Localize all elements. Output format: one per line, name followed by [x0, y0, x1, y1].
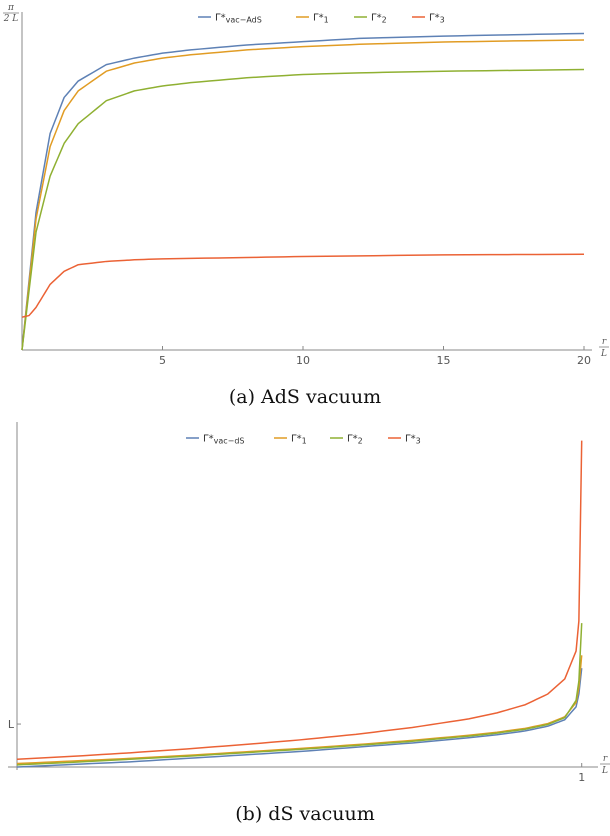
legend-item-2: Γ*1 — [296, 13, 329, 25]
legend-item-4: Γ*3 — [412, 13, 445, 25]
panel-ads-vacuum: π 2 L r L 5 10 15 20 Γ*vac−AdS Γ*1 Γ*2 Γ*3 (a)… — [3, 3, 609, 408]
legend-item-1: Γ*vac−dS — [186, 434, 244, 446]
x-label-denominator: L — [600, 349, 607, 359]
x-axis-label: r L — [599, 337, 609, 359]
series-line-1 — [16, 668, 583, 768]
x-tick-label: 20 — [577, 354, 591, 367]
series-line-2 — [16, 655, 583, 765]
y-label-denominator: 2 L — [3, 14, 19, 24]
x-label-numerator: r — [603, 754, 608, 764]
legend-item-2: Γ*1 — [274, 434, 307, 446]
y-axis-label: π 2 L — [3, 3, 19, 24]
y-tick-label: L — [8, 718, 15, 731]
legend-item-3: Γ*2 — [354, 13, 387, 25]
series-line-1 — [21, 32, 585, 351]
x-tick-label: 10 — [296, 354, 310, 367]
x-axis-label: r L — [600, 754, 610, 776]
x-tick-label: 5 — [159, 354, 166, 367]
legend-label: Γ*2 — [371, 13, 387, 25]
series-line-3 — [16, 623, 583, 766]
series-line-3 — [21, 68, 585, 351]
x-tick-label: 1 — [578, 771, 585, 784]
legend-label: Γ*1 — [291, 434, 307, 446]
legend-label: Γ*vac−AdS — [215, 13, 262, 25]
y-label-numerator: π — [7, 3, 15, 13]
series-line-4 — [16, 440, 583, 761]
legend-label: Γ*3 — [429, 13, 445, 25]
series-line-4 — [21, 253, 585, 318]
caption-ds: (b) dS vacuum — [235, 803, 374, 825]
legend-item-1: Γ*vac−AdS — [198, 13, 262, 25]
legend-item-3: Γ*2 — [330, 434, 363, 446]
x-label-numerator: r — [602, 337, 607, 347]
legend-item-4: Γ*3 — [388, 434, 421, 446]
panel-ds-vacuum: r L 1 L Γ*vac−dS Γ*1 Γ*2 Γ*3 (b) dS vacuum — [8, 422, 610, 825]
x-label-denominator: L — [601, 766, 608, 776]
caption-ads: (a) AdS vacuum — [229, 386, 381, 408]
x-tick-label: 15 — [437, 354, 451, 367]
series-line-2 — [21, 39, 585, 351]
legend-label: Γ*3 — [405, 434, 421, 446]
legend-label: Γ*2 — [347, 434, 363, 446]
legend-label: Γ*vac−dS — [203, 434, 244, 446]
legend-label: Γ*1 — [313, 13, 329, 25]
